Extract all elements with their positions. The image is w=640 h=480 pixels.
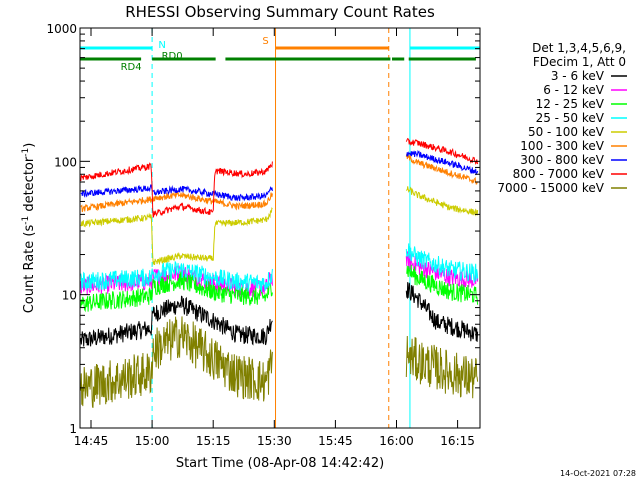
y-tick-label: 1 (69, 422, 77, 436)
series-line-3-6-kev (80, 282, 479, 347)
x-tick-label: 14:45 (74, 434, 109, 448)
state-label-s: S (262, 36, 268, 47)
legend-label-800-7000-kev: 800 - 7000 keV (513, 167, 605, 181)
legend-header-line-1: Det 1,3,4,5,6,9, (532, 41, 626, 55)
axes-ticks: 14:45 15:00 15:15 15:30 15:45 16:00 16:15 1 10 10… (46, 22, 480, 448)
legend-label-100-300-kev: 100 - 300 keV (520, 139, 604, 153)
legend-label-25-50-kev: 25 - 50 keV (536, 111, 605, 125)
legend-label-6-12-kev: 6 - 12 keV (543, 83, 605, 97)
x-tick-label: 15:30 (257, 434, 292, 448)
legend-label-50-100-kev: 50 - 100 keV (528, 125, 605, 139)
footer-date: 14-Oct-2021 07:28 (560, 469, 636, 478)
x-tick-label: 15:45 (318, 434, 353, 448)
state-label-n: N (158, 40, 165, 51)
legend-label-300-800-kev: 300 - 800 keV (520, 153, 604, 167)
series-line-25-50-kev (80, 243, 479, 293)
legend-header-line-2: FDecim 1, Att 0 (533, 55, 626, 69)
series-lines (80, 137, 479, 408)
x-tick-label: 16:15 (440, 434, 475, 448)
series-line-7000-15000-kev (80, 316, 479, 408)
x-axis-label: Start Time (08-Apr-08 14:42:42) (176, 456, 384, 471)
x-tick-label: 16:00 (379, 434, 414, 448)
x-tick-label: 15:15 (196, 434, 231, 448)
y-tick-label: 100 (54, 155, 77, 169)
series-line-12-25-kev (80, 264, 479, 313)
y-tick-label: 10 (62, 289, 77, 303)
state-bars: N S RD0 RD4 (80, 36, 480, 73)
legend-label-12-25-kev: 12 - 25 keV (536, 97, 605, 111)
y-tick-label: 1000 (46, 22, 77, 36)
series-line-300-800-kev (80, 149, 479, 202)
state-label-rd0: RD0 (162, 51, 183, 62)
legend-label-7000-15000-kev: 7000 - 15000 keV (497, 181, 604, 195)
plot-frame (79, 27, 481, 429)
legend-label-3-6-kev: 3 - 6 keV (551, 69, 605, 83)
y-axis-label: Count Rate (s-1 detector-1) (21, 143, 37, 314)
state-label-rd4: RD4 (121, 62, 142, 73)
legend: Det 1,3,4,5,6,9, FDecim 1, Att 0 3 - 6 k… (497, 41, 627, 195)
series-line-800-7000-kev (80, 137, 479, 218)
chart-title: RHESSI Observing Summary Count Rates (125, 3, 435, 21)
x-tick-label: 15:00 (135, 434, 170, 448)
series-line-50-100-kev (80, 186, 479, 266)
